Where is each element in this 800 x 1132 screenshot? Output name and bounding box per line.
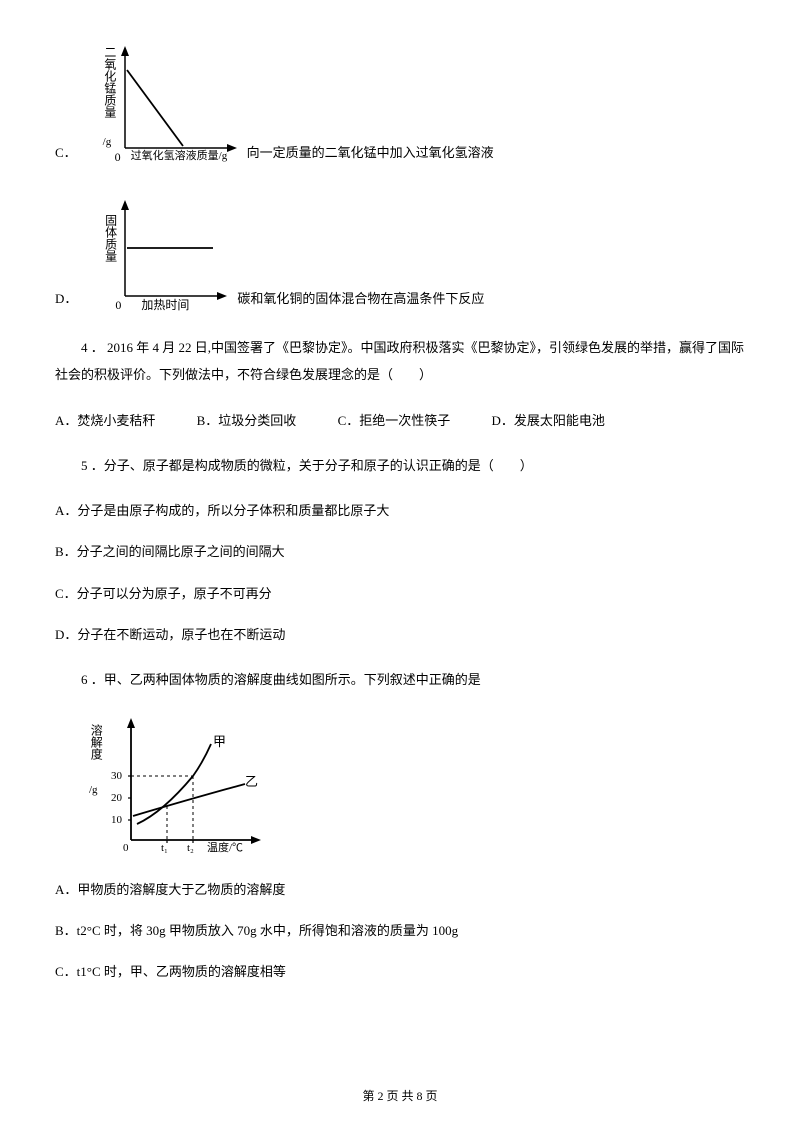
option-d-letter: D． bbox=[55, 289, 77, 316]
sol-origin: 0 bbox=[123, 840, 129, 858]
q4-opt-a: A．焚烧小麦秸秆 bbox=[55, 413, 155, 428]
graph-c: 二氧化锰质量 /g 0 过氧化氢溶液质量/g bbox=[83, 40, 243, 170]
question-4-options: A．焚烧小麦秸秆 B．垃圾分类回收 C．拒绝一次性筷子 D．发展太阳能电池 bbox=[55, 407, 745, 434]
graph-d: 固体质量 0 加热时间 bbox=[83, 196, 233, 316]
option-d-caption: 碳和氧化铜的固体混合物在高温条件下反应 bbox=[237, 289, 484, 316]
sol-series2: 乙 bbox=[245, 772, 258, 793]
option-c-caption: 向一定质量的二氧化锰中加入过氧化氢溶液 bbox=[247, 143, 494, 170]
graph-c-xlabel: 过氧化氢溶液质量/g bbox=[131, 148, 228, 166]
q5-opt-d: D．分子在不断运动，原子也在不断运动 bbox=[55, 621, 745, 648]
graph-c-origin: 0 bbox=[115, 148, 121, 167]
sol-xlabel: 温度/℃ bbox=[207, 840, 243, 858]
question-4: 4 ． 2016 年 4 月 22 日,中国签署了《巴黎协定》。中国政府积极落实… bbox=[55, 334, 745, 389]
sol-y20: 20 bbox=[111, 790, 122, 808]
graph-d-xlabel: 加热时间 bbox=[141, 296, 189, 315]
graph-d-ylabel: 固体质量 bbox=[103, 214, 116, 262]
sol-t2: t₂ bbox=[187, 840, 194, 858]
q5-opt-a: A．分子是由原子构成的，所以分子体积和质量都比原子大 bbox=[55, 497, 745, 524]
question-6-text: 6 ．甲、乙两种固体物质的溶解度曲线如图所示。下列叙述中正确的是 bbox=[81, 672, 481, 687]
question-4-text: 4 ． 2016 年 4 月 22 日,中国签署了《巴黎协定》。中国政府积极落实… bbox=[55, 340, 744, 382]
question-5: 5 ．分子、原子都是构成物质的微粒，关于分子和原子的认识正确的是（ ） bbox=[55, 452, 745, 479]
graph-d-origin: 0 bbox=[115, 296, 121, 315]
q4-opt-c: C．拒绝一次性筷子 bbox=[338, 413, 451, 428]
graph-c-yunit: /g bbox=[103, 134, 112, 152]
q5-opt-c: C．分子可以分为原子，原子不可再分 bbox=[55, 580, 745, 607]
q4-opt-b: B．垃圾分类回收 bbox=[197, 413, 297, 428]
question-6: 6 ．甲、乙两种固体物质的溶解度曲线如图所示。下列叙述中正确的是 bbox=[55, 666, 745, 693]
q6-opt-c: C．t1°C 时，甲、乙两物质的溶解度相等 bbox=[55, 958, 745, 985]
q6-opt-a: A．甲物质的溶解度大于乙物质的溶解度 bbox=[55, 876, 745, 903]
sol-t1: t₁ bbox=[161, 840, 168, 858]
graph-c-ylabel: 二氧化锰质量 bbox=[103, 46, 116, 118]
sol-y30: 30 bbox=[111, 768, 122, 786]
sol-yunit: /g bbox=[89, 782, 98, 800]
page-footer: 第 2 页 共 8 页 bbox=[0, 1087, 800, 1106]
solubility-graph: 溶解度 /g 30 20 10 0 t₁ t₂ 温度/℃ 甲 乙 bbox=[83, 712, 273, 862]
sol-y10: 10 bbox=[111, 812, 122, 830]
q6-opt-b: B．t2°C 时，将 30g 甲物质放入 70g 水中，所得饱和溶液的质量为 1… bbox=[55, 917, 745, 944]
q5-opt-b: B．分子之间的间隔比原子之间的间隔大 bbox=[55, 538, 745, 565]
option-c-letter: C． bbox=[55, 143, 77, 170]
sol-ylabel: 溶解度 bbox=[89, 724, 102, 760]
option-c-block: C． 二氧化锰质量 /g 0 过氧化氢溶液质量/g 向一定质量的二氧化锰中加入过… bbox=[55, 40, 745, 170]
sol-series1: 甲 bbox=[213, 732, 226, 753]
question-5-text: 5 ．分子、原子都是构成物质的微粒，关于分子和原子的认识正确的是（ ） bbox=[81, 458, 533, 473]
option-d-block: D． 固体质量 0 加热时间 碳和氧化铜的固体混合物在高温条件下反应 bbox=[55, 196, 745, 316]
q4-opt-d: D．发展太阳能电池 bbox=[491, 413, 604, 428]
